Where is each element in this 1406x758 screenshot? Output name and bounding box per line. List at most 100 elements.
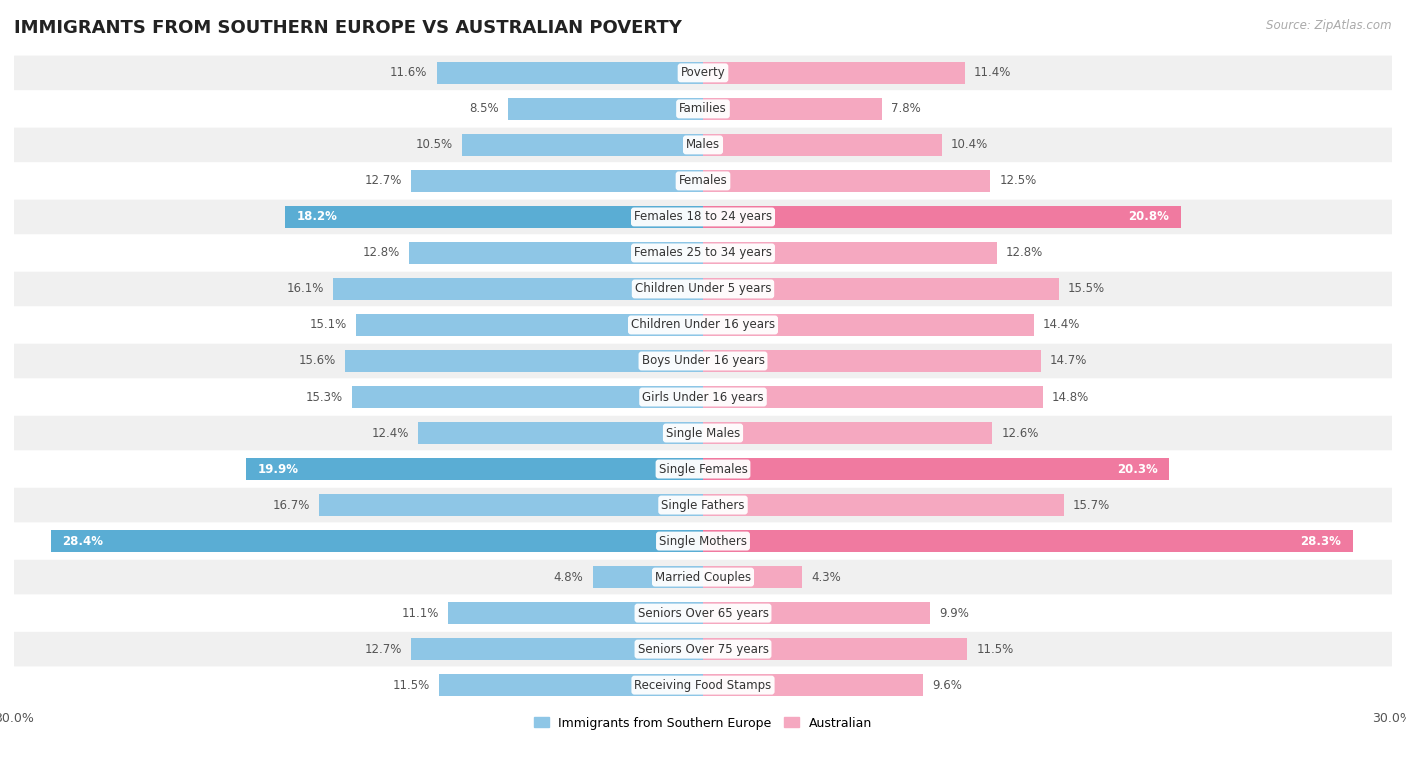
Text: 20.3%: 20.3% [1116, 462, 1157, 475]
Text: 12.8%: 12.8% [1007, 246, 1043, 259]
Text: Families: Families [679, 102, 727, 115]
FancyBboxPatch shape [14, 524, 1392, 559]
Text: 15.1%: 15.1% [309, 318, 347, 331]
Text: Single Females: Single Females [658, 462, 748, 475]
Bar [412, 170, 703, 192]
FancyBboxPatch shape [14, 415, 1392, 450]
Bar [703, 530, 1353, 553]
Bar [437, 61, 703, 84]
Text: 15.6%: 15.6% [298, 355, 336, 368]
Text: 14.8%: 14.8% [1052, 390, 1090, 403]
Text: Poverty: Poverty [681, 67, 725, 80]
Bar [409, 242, 703, 264]
Text: Children Under 5 years: Children Under 5 years [634, 283, 772, 296]
Bar [703, 133, 942, 156]
Text: 11.1%: 11.1% [402, 606, 439, 619]
Text: 9.6%: 9.6% [932, 678, 963, 691]
Text: 16.7%: 16.7% [273, 499, 311, 512]
FancyBboxPatch shape [14, 55, 1392, 90]
Bar [703, 242, 997, 264]
Bar [703, 494, 1063, 516]
Bar [703, 314, 1033, 336]
Text: 11.4%: 11.4% [974, 67, 1011, 80]
Text: Single Mothers: Single Mothers [659, 534, 747, 547]
FancyBboxPatch shape [14, 127, 1392, 162]
Text: 15.3%: 15.3% [305, 390, 343, 403]
Text: 12.4%: 12.4% [371, 427, 409, 440]
Text: 10.5%: 10.5% [416, 139, 453, 152]
Text: 9.9%: 9.9% [939, 606, 969, 619]
Text: 4.8%: 4.8% [554, 571, 583, 584]
Text: Males: Males [686, 139, 720, 152]
Text: Females: Females [679, 174, 727, 187]
FancyBboxPatch shape [14, 308, 1392, 343]
Text: Single Males: Single Males [666, 427, 740, 440]
Bar [703, 638, 967, 660]
FancyBboxPatch shape [14, 596, 1392, 631]
Text: 11.5%: 11.5% [392, 678, 430, 691]
FancyBboxPatch shape [14, 199, 1392, 234]
Bar [356, 314, 703, 336]
FancyBboxPatch shape [14, 92, 1392, 126]
Text: Boys Under 16 years: Boys Under 16 years [641, 355, 765, 368]
FancyBboxPatch shape [14, 668, 1392, 703]
FancyBboxPatch shape [14, 236, 1392, 271]
Text: 12.7%: 12.7% [364, 643, 402, 656]
Text: Seniors Over 75 years: Seniors Over 75 years [637, 643, 769, 656]
Bar [703, 458, 1170, 481]
Bar [439, 674, 703, 697]
Text: Females 25 to 34 years: Females 25 to 34 years [634, 246, 772, 259]
Bar [418, 422, 703, 444]
Text: Females 18 to 24 years: Females 18 to 24 years [634, 211, 772, 224]
Text: 12.8%: 12.8% [363, 246, 399, 259]
FancyBboxPatch shape [14, 487, 1392, 522]
Text: 8.5%: 8.5% [470, 102, 499, 115]
Text: Source: ZipAtlas.com: Source: ZipAtlas.com [1267, 19, 1392, 32]
Text: 12.5%: 12.5% [1000, 174, 1036, 187]
Bar [703, 98, 882, 120]
Bar [703, 386, 1043, 408]
Bar [703, 277, 1059, 300]
Text: 15.5%: 15.5% [1069, 283, 1105, 296]
FancyBboxPatch shape [14, 271, 1392, 306]
Text: 4.3%: 4.3% [811, 571, 841, 584]
Bar [461, 133, 703, 156]
Text: 15.7%: 15.7% [1073, 499, 1109, 512]
Bar [333, 277, 703, 300]
Bar [703, 602, 931, 625]
Bar [412, 638, 703, 660]
Bar [703, 674, 924, 697]
Text: Seniors Over 65 years: Seniors Over 65 years [637, 606, 769, 619]
Text: 14.7%: 14.7% [1050, 355, 1087, 368]
Bar [319, 494, 703, 516]
FancyBboxPatch shape [14, 452, 1392, 487]
Text: 20.8%: 20.8% [1128, 211, 1170, 224]
FancyBboxPatch shape [14, 560, 1392, 594]
Bar [703, 350, 1040, 372]
Text: 14.4%: 14.4% [1043, 318, 1080, 331]
FancyBboxPatch shape [14, 164, 1392, 198]
Bar [593, 566, 703, 588]
Bar [703, 566, 801, 588]
Text: Single Fathers: Single Fathers [661, 499, 745, 512]
Text: 28.4%: 28.4% [62, 534, 103, 547]
Text: Girls Under 16 years: Girls Under 16 years [643, 390, 763, 403]
Bar [344, 350, 703, 372]
Bar [703, 205, 1181, 228]
Text: Children Under 16 years: Children Under 16 years [631, 318, 775, 331]
Bar [703, 61, 965, 84]
Bar [352, 386, 703, 408]
Bar [449, 602, 703, 625]
Text: 19.9%: 19.9% [257, 462, 298, 475]
Text: 28.3%: 28.3% [1301, 534, 1341, 547]
Text: 16.1%: 16.1% [287, 283, 323, 296]
Bar [51, 530, 703, 553]
Bar [508, 98, 703, 120]
FancyBboxPatch shape [14, 343, 1392, 378]
Text: Married Couples: Married Couples [655, 571, 751, 584]
Bar [285, 205, 703, 228]
Text: 7.8%: 7.8% [891, 102, 921, 115]
Text: 18.2%: 18.2% [297, 211, 337, 224]
Text: 11.5%: 11.5% [976, 643, 1014, 656]
Text: 11.6%: 11.6% [389, 67, 427, 80]
